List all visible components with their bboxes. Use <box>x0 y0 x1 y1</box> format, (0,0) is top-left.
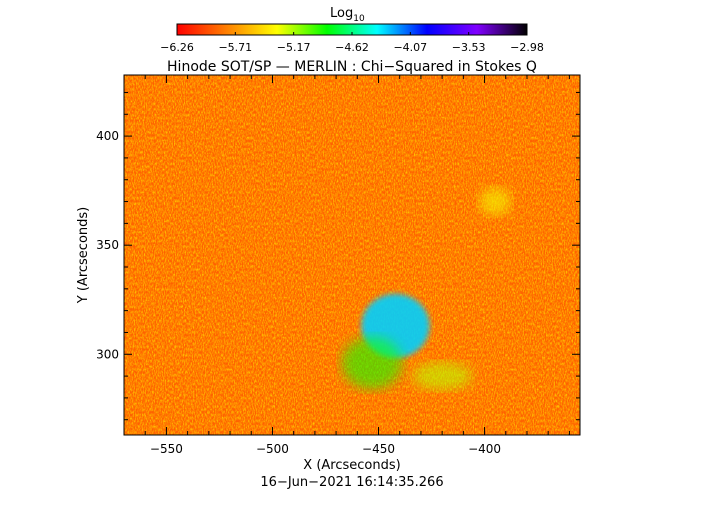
heatmap-feature <box>412 362 473 391</box>
heatmap-image <box>124 75 580 435</box>
colorbar-tick-label: −5.71 <box>218 41 252 54</box>
colorbar-label: Log10 <box>330 6 365 24</box>
axis-ticks: −550 −500 −450 −400 300 350 400 <box>96 75 580 456</box>
x-axis-label: X (Arcseconds) <box>303 458 400 473</box>
x-tick-label: −450 <box>362 442 395 456</box>
heatmap-feature <box>342 337 403 389</box>
x-tick-label: −400 <box>468 442 501 456</box>
y-axis-label: Y (Arcseconds) <box>76 207 91 304</box>
colorbar-tick-label: −2.98 <box>510 41 544 54</box>
x-tick-label: −500 <box>256 442 289 456</box>
colorbar-ticks: −6.26 −5.71 −5.17 −4.62 −4.07 −3.53 −2.98 <box>160 32 544 54</box>
colorbar-tick-label: −4.07 <box>393 41 427 54</box>
timestamp: 16−Jun−2021 16:14:35.266 <box>260 475 443 490</box>
colorbar-tick-label: −4.62 <box>335 41 369 54</box>
chart-title: Hinode SOT/SP — MERLIN : Chi−Squared in … <box>167 59 537 75</box>
heatmap-features <box>342 187 512 391</box>
heatmap-feature <box>479 187 512 216</box>
colorbar-tick-label: −3.53 <box>452 41 486 54</box>
colorbar-tick-label: −5.17 <box>277 41 311 54</box>
y-tick-label: 300 <box>96 347 119 361</box>
x-tick-label: −550 <box>150 442 183 456</box>
y-tick-label: 350 <box>96 238 119 252</box>
y-tick-label: 400 <box>96 129 119 143</box>
plot-frame <box>123 74 581 436</box>
colorbar-tick-label: −6.26 <box>160 41 194 54</box>
